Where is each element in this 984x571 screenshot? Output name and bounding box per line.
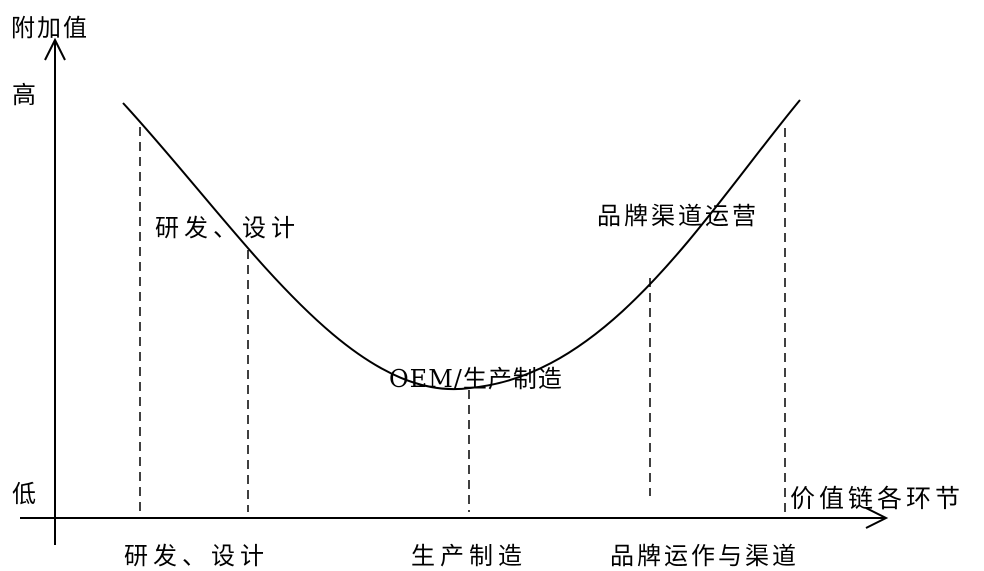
curve-label-research-design: 研发、设计	[155, 214, 300, 242]
y-axis-high-label: 高	[12, 81, 42, 109]
x-axis-arrowhead	[865, 507, 889, 529]
smile-curve	[122, 99, 801, 391]
curve-label-oem-manufacturing: OEM/生产制造	[389, 365, 563, 393]
x-axis-title: 价值链各环节	[790, 484, 965, 513]
y-axis-arrowhead	[44, 37, 66, 61]
stage-label-research-design: 研发、设计	[124, 542, 269, 570]
stage-label-manufacturing: 生产制造	[411, 542, 527, 570]
stage-label-brand-channel: 品牌运作与渠道	[610, 542, 799, 570]
y-axis-title: 附加值	[11, 14, 89, 42]
y-axis-low-label: 低	[12, 480, 42, 508]
curve-label-brand-channel: 品牌渠道运营	[597, 202, 759, 230]
